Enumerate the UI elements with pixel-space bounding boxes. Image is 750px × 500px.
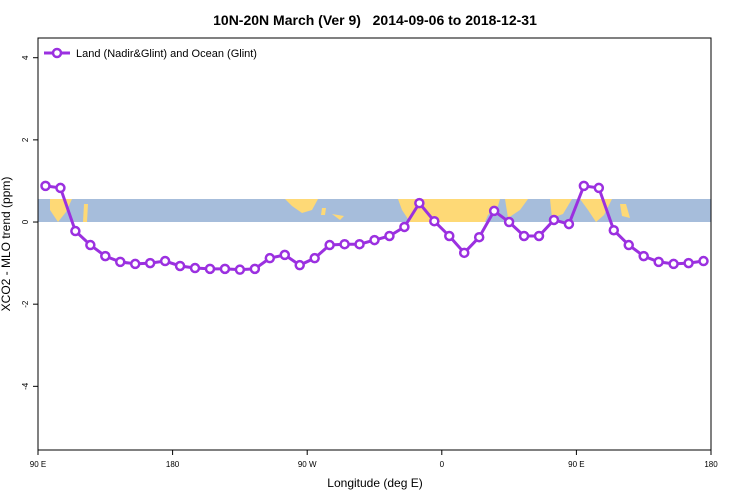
point [204, 263, 216, 275]
series-line [45, 184, 704, 272]
point [279, 249, 291, 261]
point [234, 264, 246, 275]
point [668, 258, 679, 270]
point [593, 182, 605, 194]
point [444, 230, 455, 242]
point [100, 250, 111, 262]
point [458, 247, 470, 259]
y-tick-label: 2 [21, 137, 30, 142]
point [533, 230, 545, 242]
point [174, 260, 186, 272]
point [339, 238, 350, 250]
point [369, 234, 380, 246]
legend-label: Land (Nadir&Glint) and Ocean (Glint) [76, 48, 257, 60]
y-axis-label: XCO2 - MLO trend (ppm) [0, 177, 13, 312]
y-tick-label: -4 [21, 382, 30, 390]
point [189, 262, 201, 274]
x-tick-label: 180 [166, 460, 180, 469]
x-tick-label: 90 E [30, 460, 46, 469]
point [608, 224, 620, 236]
x-tick-label: 90 E [568, 460, 584, 469]
point [653, 256, 664, 268]
point [578, 180, 590, 192]
x-tick-label: 90 W [298, 460, 317, 469]
point [414, 197, 425, 209]
point [55, 182, 66, 194]
x-axis-label: Longitude (deg E) [327, 476, 422, 490]
point [219, 263, 231, 275]
point [518, 230, 530, 242]
map-band [38, 199, 711, 222]
point [488, 205, 500, 217]
point [85, 239, 96, 251]
y-tick-label: 0 [21, 219, 30, 224]
point [683, 257, 694, 269]
point [115, 256, 126, 268]
chart-title: 10N-20N March (Ver 9) 2014-09-06 to 2018… [213, 12, 537, 28]
point [638, 250, 649, 262]
plot-frame [37, 37, 712, 451]
point [40, 180, 51, 192]
point [698, 255, 709, 267]
point [264, 252, 276, 264]
point [294, 259, 305, 271]
point [129, 258, 141, 270]
point [563, 218, 575, 230]
x-tick-label: 180 [704, 460, 718, 469]
legend-marker [51, 47, 63, 59]
point [309, 252, 320, 264]
point [473, 231, 485, 243]
point [354, 238, 365, 250]
legend: Land (Nadir&Glint) and Ocean (Glint) [44, 47, 257, 60]
point [70, 225, 81, 237]
point [384, 230, 395, 242]
point [623, 239, 634, 251]
point [249, 263, 261, 275]
point [503, 216, 515, 228]
point [548, 214, 560, 226]
x-tick-label: 0 [440, 460, 445, 469]
point [399, 221, 410, 233]
y-tick-label: 4 [21, 55, 30, 60]
point [324, 239, 335, 251]
point [159, 255, 171, 267]
point [144, 257, 156, 269]
point [429, 215, 440, 227]
y-tick-label: -2 [21, 300, 30, 308]
